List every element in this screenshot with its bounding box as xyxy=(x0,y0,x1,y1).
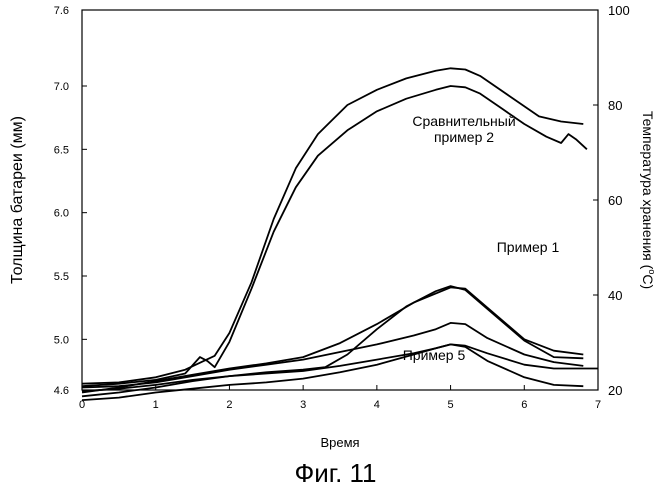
x-tick-label: 6 xyxy=(521,399,527,411)
series-line-2 xyxy=(82,86,587,386)
y-right-tick-label: 20 xyxy=(608,383,622,398)
y-left-tick-label: 7.0 xyxy=(54,81,69,93)
chart: 012345674.65.05.56.06.57.07.620406080100… xyxy=(0,0,671,455)
y-right-axis-title: Температура хранения (oC) xyxy=(640,111,657,289)
y-right-tick-label: 100 xyxy=(608,3,630,18)
annotation-label: пример 2 xyxy=(434,129,494,145)
annotation-label: Сравнительный xyxy=(412,113,515,129)
x-axis-title: Время xyxy=(320,435,359,450)
y-left-tick-label: 6.0 xyxy=(54,208,69,220)
y-left-tick-label: 5.0 xyxy=(54,334,69,346)
y-right-tick-label: 80 xyxy=(608,98,622,113)
x-tick-label: 3 xyxy=(300,399,306,411)
y-left-axis-title: Толщина батареи (мм) xyxy=(9,116,26,284)
figure-caption: Фиг. 11 xyxy=(0,458,671,489)
y-right-tick-label: 40 xyxy=(608,288,622,303)
x-tick-label: 4 xyxy=(374,399,380,411)
y-left-tick-label: 6.5 xyxy=(54,144,69,156)
x-tick-label: 5 xyxy=(448,399,454,411)
y-left-tick-label: 4.6 xyxy=(54,385,69,397)
annotation-label: Пример 1 xyxy=(497,239,560,255)
y-left-tick-label: 5.5 xyxy=(54,271,69,283)
y-left-tick-label: 7.6 xyxy=(54,5,69,17)
x-tick-label: 2 xyxy=(226,399,232,411)
annotation-label: Пример 5 xyxy=(403,347,466,363)
plot-frame xyxy=(82,10,598,390)
y-right-tick-label: 60 xyxy=(608,193,622,208)
x-tick-label: 7 xyxy=(595,399,601,411)
x-tick-label: 1 xyxy=(153,399,159,411)
